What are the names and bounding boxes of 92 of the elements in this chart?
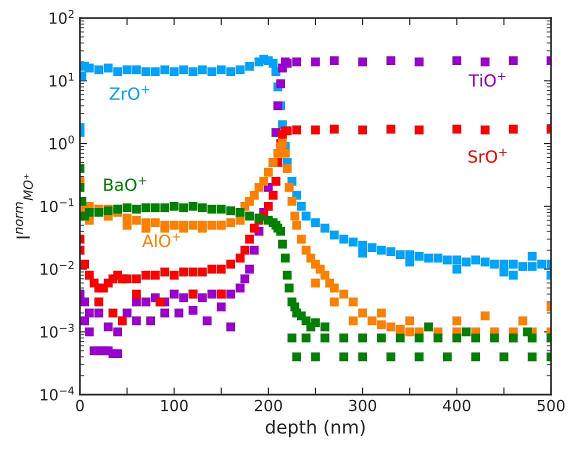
point [508, 124, 518, 134]
point [80, 260, 90, 269]
point [170, 270, 179, 280]
x-tick-label: 500 [538, 400, 565, 412]
point [179, 293, 188, 302]
point [132, 316, 141, 326]
point [84, 308, 94, 318]
point [240, 246, 250, 255]
point [276, 79, 286, 88]
point [156, 298, 164, 306]
point [250, 246, 259, 255]
point [198, 293, 207, 302]
point [250, 224, 259, 232]
point [132, 290, 141, 298]
point [226, 290, 236, 298]
point [226, 260, 236, 269]
point [216, 264, 226, 274]
point [170, 290, 179, 298]
point [146, 316, 155, 326]
point [292, 126, 302, 134]
point [245, 234, 254, 244]
point [108, 308, 118, 318]
y-tick-label: 10$^{−4}$ [40, 386, 74, 401]
y-tick-label: 10$^{1}$ [50, 72, 74, 87]
point [245, 264, 254, 274]
point [236, 254, 244, 262]
point [84, 327, 94, 336]
point [226, 322, 236, 332]
point [188, 268, 198, 276]
point [80, 298, 90, 306]
y-axis-title: I$^{norm}$$_{MO⁺}$ [16, 174, 33, 238]
point [272, 176, 280, 186]
y-tick-label: 10$^{0}$ [50, 135, 74, 150]
point [122, 308, 132, 318]
point [452, 56, 462, 65]
x-tick-label: 300 [349, 400, 376, 412]
point [113, 327, 122, 336]
point [113, 349, 122, 358]
x-tick-label: 400 [442, 400, 470, 412]
point [150, 270, 160, 280]
series-label: TiO$^{+}$ [468, 72, 506, 87]
point [358, 58, 367, 66]
point [240, 274, 250, 284]
point [207, 264, 216, 274]
point [188, 306, 198, 315]
point [480, 126, 490, 134]
x-tick-label: 200 [254, 400, 282, 412]
y-tick-label: 10$^{2}$ [50, 10, 74, 24]
point [202, 316, 212, 326]
point [142, 298, 150, 306]
series-label: ZrO$^{+}$ [110, 86, 150, 100]
point [480, 58, 490, 66]
point [179, 268, 188, 276]
point [94, 298, 104, 306]
point [118, 316, 127, 326]
point [132, 274, 141, 284]
point [414, 58, 424, 66]
point [273, 101, 282, 110]
point [160, 268, 170, 276]
point [174, 308, 184, 318]
point [207, 290, 216, 298]
point [330, 56, 339, 65]
point [311, 126, 320, 134]
point [292, 58, 302, 66]
series-label: BaO$^{+}$ [104, 177, 146, 192]
point [216, 302, 226, 312]
point [386, 124, 396, 134]
y-tick-label: 10$^{−2}$ [40, 261, 74, 275]
point [268, 190, 278, 200]
x-axis-title: depth (nm) [266, 420, 365, 438]
point [142, 270, 150, 280]
point [311, 58, 320, 66]
y-tick-label: 10$^{−3}$ [40, 324, 74, 338]
point [330, 124, 339, 134]
point [198, 268, 207, 276]
point [452, 124, 462, 134]
x-tick-label: 100 [161, 400, 188, 412]
point [94, 308, 104, 318]
point [160, 308, 170, 318]
series-label: AlO$^{+}$ [142, 233, 180, 248]
point [104, 322, 113, 332]
y-tick-label: 10$^{−1}$ [40, 198, 74, 212]
point [122, 274, 132, 284]
point [236, 284, 244, 292]
point [508, 56, 518, 65]
x-tick-label: 0 [76, 400, 84, 412]
point [358, 126, 367, 134]
point [386, 56, 396, 65]
point [414, 126, 424, 134]
point [84, 270, 94, 280]
series-label: SrO$^{+}$ [468, 148, 507, 163]
point [264, 202, 273, 211]
